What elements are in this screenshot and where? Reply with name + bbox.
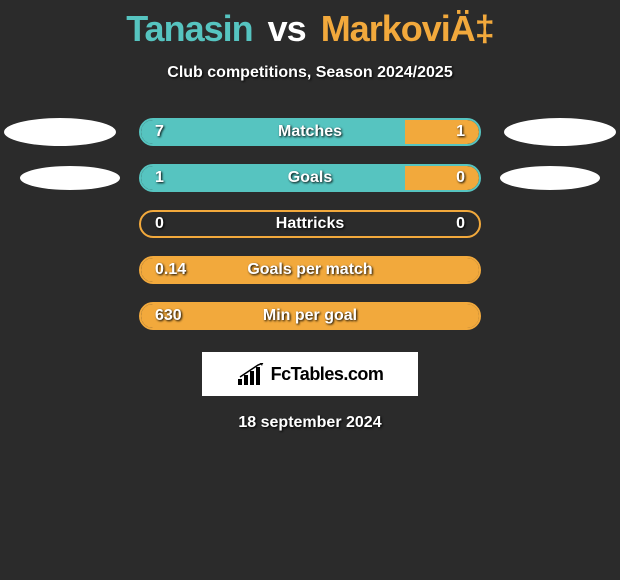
player2-avatar-ellipse — [500, 166, 600, 190]
stat-value-left: 630 — [155, 307, 182, 325]
stat-row: 1 0 Goals — [0, 164, 620, 192]
stat-value-left: 0 — [155, 215, 164, 233]
stat-bar: 1 0 Goals — [139, 164, 481, 192]
stat-value-right: 0 — [456, 215, 465, 233]
stat-value-left: 1 — [155, 169, 164, 187]
stat-value-left: 7 — [155, 123, 164, 141]
stat-label: Min per goal — [263, 307, 357, 325]
player1-name: Tanasin — [126, 8, 252, 49]
stat-value-right: 0 — [456, 169, 465, 187]
stat-value-left: 0.14 — [155, 261, 186, 279]
player1-avatar-ellipse — [20, 166, 120, 190]
chart-icon — [237, 363, 265, 385]
stat-label: Hattricks — [276, 215, 344, 233]
stat-row: 7 1 Matches — [0, 118, 620, 146]
player2-name: MarkoviÄ‡ — [321, 8, 494, 49]
stat-label: Goals per match — [247, 261, 372, 279]
stat-bar: 0.14 Goals per match — [139, 256, 481, 284]
player1-avatar-ellipse — [4, 118, 116, 146]
stat-label: Matches — [278, 123, 342, 141]
logo-box: FcTables.com — [202, 352, 418, 396]
stat-bar: 7 1 Matches — [139, 118, 481, 146]
stat-row: 0.14 Goals per match — [0, 256, 620, 284]
stat-bar: 630 Min per goal — [139, 302, 481, 330]
stat-value-right: 1 — [456, 123, 465, 141]
subtitle: Club competitions, Season 2024/2025 — [0, 64, 620, 82]
logo-text: FcTables.com — [271, 364, 384, 385]
stat-bar-right — [405, 166, 479, 190]
stat-bar-left — [141, 120, 405, 144]
stat-bar: 0 0 Hattricks — [139, 210, 481, 238]
stat-row: 0 0 Hattricks — [0, 210, 620, 238]
player2-avatar-ellipse — [504, 118, 616, 146]
vs-label: vs — [268, 8, 306, 49]
stats-container: 7 1 Matches 1 0 Goals 0 0 Hattricks 0.14 Goals per… — [0, 118, 620, 330]
stat-bar-right — [405, 120, 479, 144]
date-label: 18 september 2024 — [0, 414, 620, 432]
stat-bar-left — [141, 166, 405, 190]
stat-row: 630 Min per goal — [0, 302, 620, 330]
stat-label: Goals — [288, 169, 332, 187]
page-title: Tanasin vs MarkoviÄ‡ — [0, 0, 620, 50]
